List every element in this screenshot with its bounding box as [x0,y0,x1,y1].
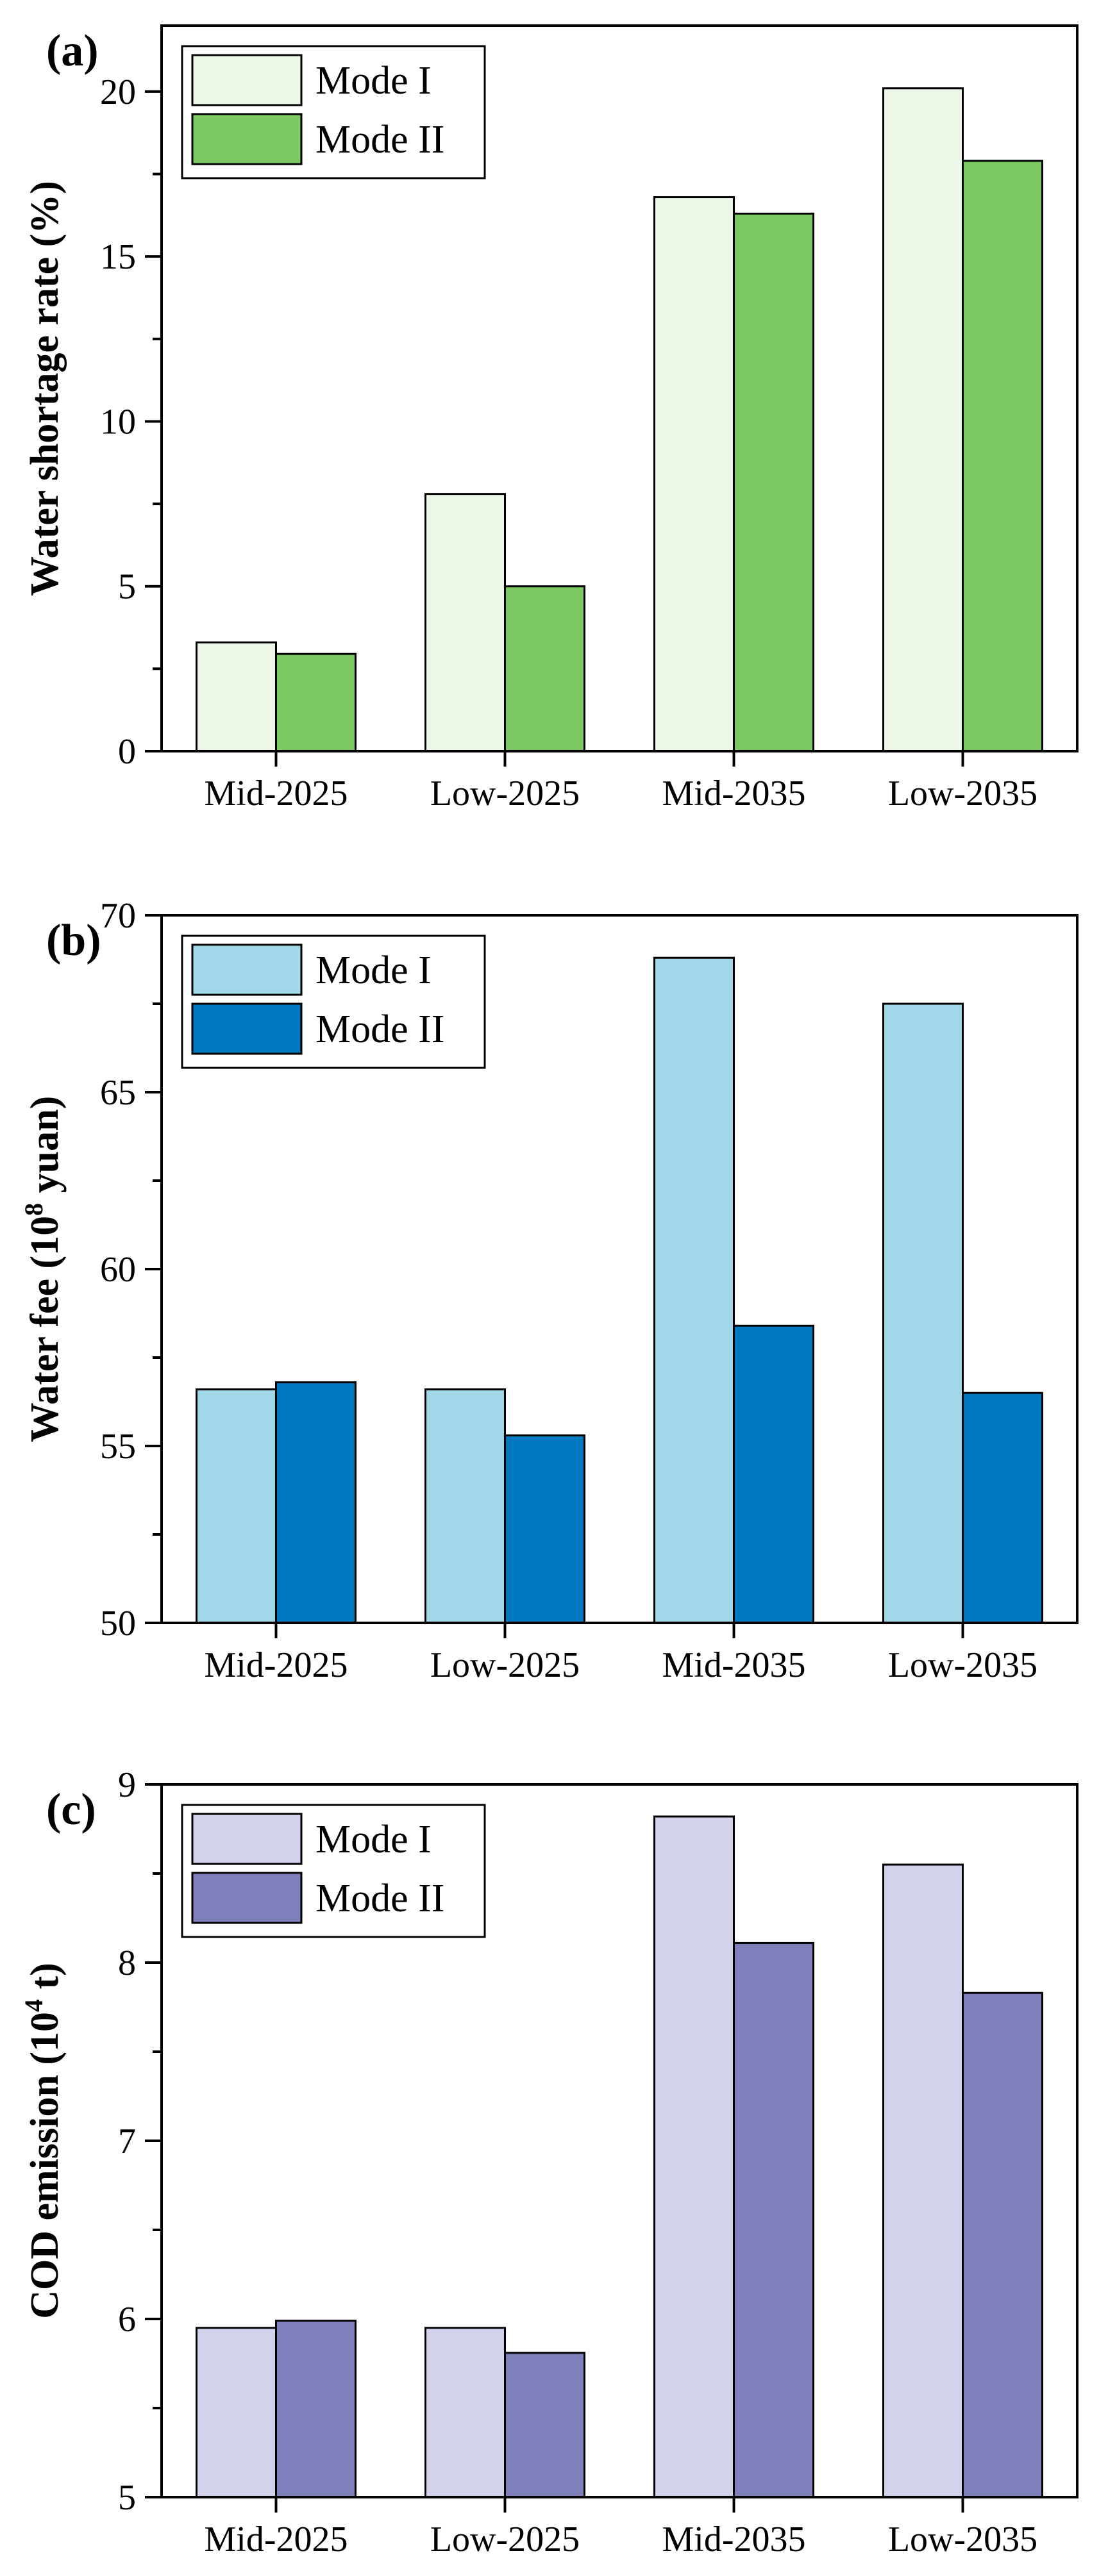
legend-swatch-mode-i [191,943,303,996]
bar-mode-i-mid-2035 [653,956,735,1624]
bar-mode-ii-mid-2025 [275,2320,357,2498]
legend-swatch-mode-ii [191,113,303,165]
y-tick-label: 50 [100,1604,136,1643]
x-tick-label: Low-2035 [888,2520,1037,2559]
y-tick-label: 10 [100,402,136,442]
legend-swatch-mode-i [191,1813,303,1865]
legend-swatch-mode-ii [191,1872,303,1924]
bar-mode-i-mid-2025 [196,1388,277,1624]
y-tick-label: 5 [118,2478,136,2518]
bar-mode-ii-mid-2035 [733,212,814,752]
y-tick-label: 9 [118,1765,136,1805]
legend-label-mode-i: Mode I [315,1818,432,1861]
y-tick-label: 65 [100,1073,136,1113]
y-tick-label: 55 [100,1427,136,1467]
bar-mode-i-mid-2035 [653,196,735,752]
y-tick-label: 20 [100,72,136,112]
legend-label-mode-i: Mode I [315,59,432,103]
bar-mode-ii-mid-2025 [275,1381,357,1624]
legend-swatch-mode-ii [191,1002,303,1055]
x-tick-label: Mid-2025 [205,774,348,813]
y-tick-label: 70 [100,896,136,936]
legend-label-mode-i: Mode I [315,949,432,992]
x-tick-label: Low-2025 [430,774,580,813]
bar-mode-ii-low-2035 [962,1392,1043,1624]
bar-mode-i-mid-2025 [196,641,277,752]
bar-mode-i-low-2025 [424,1388,506,1624]
y-tick-label: 7 [118,2122,136,2161]
bar-mode-i-mid-2035 [653,1815,735,2498]
y-tick-label: 0 [118,732,136,772]
panel-label: (a) [46,26,99,76]
y-tick-label: 15 [100,237,136,277]
y-tick-label: 6 [118,2300,136,2339]
y-axis-title: Water fee (108 yuan) [19,1096,67,1443]
chart-panel-2: 5 6 7 8 9 Mid-2025 Low-2025 Mid-2035 Low-2035 COD… [19,1765,1079,2559]
bar-mode-ii-low-2025 [504,2352,585,2498]
x-tick-label: Low-2035 [888,1645,1037,1685]
chart-panel-0: 0 5 10 15 20 Mid-2025 Low-2025 Mid-2035 Low-2035… [23,24,1079,813]
legend-label-mode-ii: Mode II [315,1877,444,1920]
panel-label: (b) [46,916,101,965]
y-axis-title: Water shortage rate (%) [23,181,67,596]
legend-label-mode-ii: Mode II [315,118,444,162]
x-tick-label: Mid-2025 [205,2520,348,2559]
bar-mode-ii-low-2025 [504,1434,585,1624]
y-axis-title: COD emission (104 t) [19,1963,67,2319]
x-tick-label: Mid-2035 [662,774,806,813]
bar-mode-i-low-2025 [424,493,506,752]
x-tick-label: Mid-2025 [205,1645,348,1685]
y-tick-label: 5 [118,567,136,607]
bar-mode-i-low-2025 [424,2327,506,2498]
x-tick-label: Low-2025 [430,1645,580,1685]
bar-mode-ii-low-2035 [962,1991,1043,2498]
bar-mode-ii-mid-2035 [733,1941,814,2498]
x-tick-label: Low-2025 [430,2520,580,2559]
x-tick-label: Mid-2035 [662,1645,806,1685]
bar-mode-ii-low-2025 [504,585,585,752]
panel-label: (c) [46,1785,96,1834]
bar-mode-i-low-2035 [882,87,964,752]
y-tick-label: 60 [100,1250,136,1290]
bar-mode-i-low-2035 [882,1863,964,2498]
y-tick-label: 8 [118,1943,136,1983]
bar-mode-ii-mid-2035 [733,1324,814,1624]
bar-mode-ii-mid-2025 [275,652,357,752]
bar-mode-i-mid-2025 [196,2327,277,2498]
plot-frame [160,24,1079,752]
legend-swatch-mode-i [191,54,303,106]
bar-mode-i-low-2035 [882,1002,964,1624]
x-tick-label: Low-2035 [888,774,1037,813]
x-tick-label: Mid-2035 [662,2520,806,2559]
bar-mode-ii-low-2035 [962,160,1043,752]
legend-label-mode-ii: Mode II [315,1008,444,1051]
chart-panel-1: 50 55 60 65 70 Mid-2025 Low-2025 Mid-2035 Low-20… [19,896,1079,1685]
